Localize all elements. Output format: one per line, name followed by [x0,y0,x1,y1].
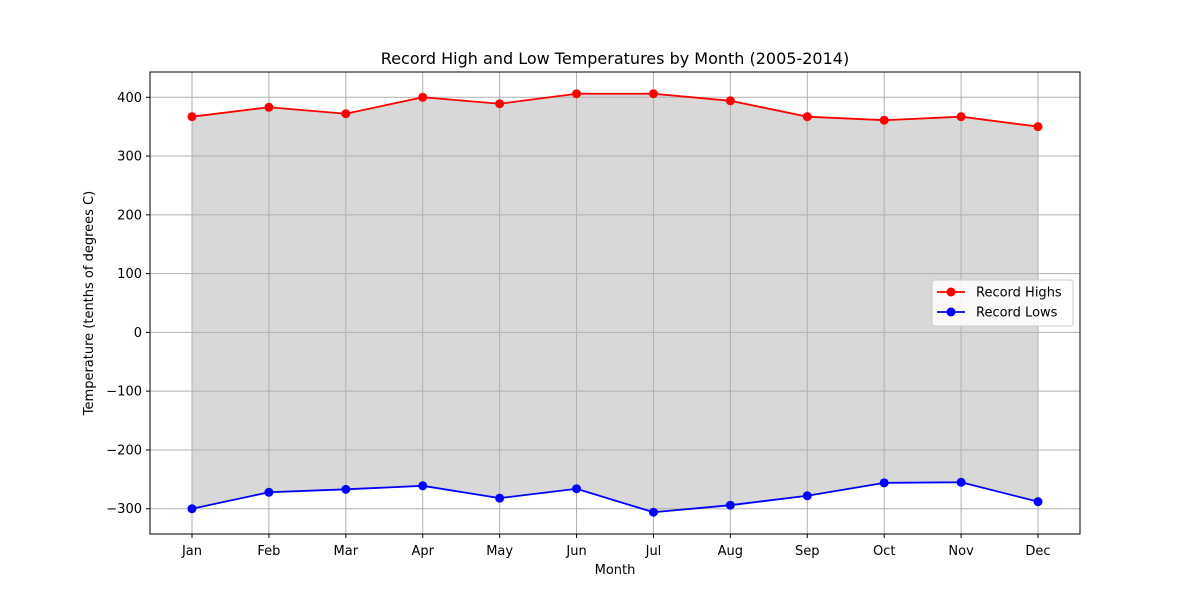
record-lows-point [725,500,735,510]
record-lows-point [802,491,812,501]
record-highs-point [648,89,658,99]
y-tick-label: 200 [117,208,142,223]
record-highs-point [264,102,274,112]
record-highs-point [879,115,889,125]
record-highs-point [802,112,812,122]
y-tick-label: −100 [106,385,142,400]
y-tick-label: 300 [117,150,142,165]
y-axis-label: Temperature (tenths of degrees C) [82,191,97,416]
record-lows-point [648,507,658,517]
record-lows-point [187,504,197,514]
y-tick-label: 100 [117,267,142,282]
record-highs-point [725,96,735,106]
record-highs-line [191,92,1039,128]
record-highs-point [956,112,966,122]
legend: Record Highs Record Lows [931,279,1074,327]
x-tick-label: May [486,544,513,559]
record-lows-point [341,484,351,494]
legend-record-highs-label: Record Highs [976,286,1062,301]
plot-area: −300 −200 −100 0 100 200 300 400 Jan Feb Mar Apr May… [106,71,1081,559]
x-tick-label: Apr [411,544,434,559]
record-lows-point [264,487,274,497]
x-tick-label: Jun [565,544,586,559]
x-tick-label: Aug [718,544,743,559]
y-tick-label: −300 [106,502,142,517]
chart-title: Record High and Low Temperatures by Mont… [381,49,849,68]
record-highs-point [418,92,428,102]
axes-frame [149,71,1081,535]
record-lows-line [191,481,1039,514]
x-tick-label: Feb [257,544,280,559]
x-tick-label: Mar [334,544,359,559]
x-tick-label: Sep [795,544,820,559]
record-lows-point [956,477,966,487]
record-lows-point [495,493,505,503]
record-lows-point [572,484,582,494]
legend-record-lows-marker [946,307,956,317]
record-lows-point [879,478,889,488]
legend-record-lows-label: Record Lows [976,306,1058,321]
record-highs-point [1033,122,1043,132]
y-tick-label: 400 [117,91,142,106]
x-tick-label: Jul [645,544,662,559]
record-highs-point [495,99,505,109]
legend-record-highs-marker [946,287,956,297]
x-axis-label: Month [595,563,636,578]
record-highs-point [572,89,582,99]
record-lows-point [1033,497,1043,507]
y-tick-label: 0 [134,326,142,341]
x-tick-label: Oct [873,544,895,559]
y-tick-label: −200 [106,443,142,458]
x-tick-label: Nov [948,544,974,559]
x-tick-label: Dec [1025,544,1050,559]
record-highs-point [187,112,197,122]
x-tick-label: Jan [181,544,202,559]
record-lows-point [418,481,428,491]
legend-box [931,279,1074,327]
record-highs-point [341,109,351,119]
fill-between-area [192,93,1038,513]
